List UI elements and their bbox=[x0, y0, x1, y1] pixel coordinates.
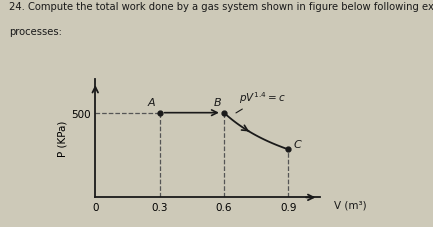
Text: A: A bbox=[147, 98, 155, 108]
Text: V (m³): V (m³) bbox=[334, 200, 367, 210]
Text: processes:: processes: bbox=[9, 27, 61, 37]
Text: B: B bbox=[213, 98, 221, 108]
Y-axis label: P (KPa): P (KPa) bbox=[57, 120, 67, 157]
Text: $pV^{1.4}=c$: $pV^{1.4}=c$ bbox=[236, 90, 286, 114]
Text: C: C bbox=[294, 139, 301, 149]
Text: 24. Compute the total work done by a gas system shown in figure below following : 24. Compute the total work done by a gas… bbox=[9, 2, 433, 12]
